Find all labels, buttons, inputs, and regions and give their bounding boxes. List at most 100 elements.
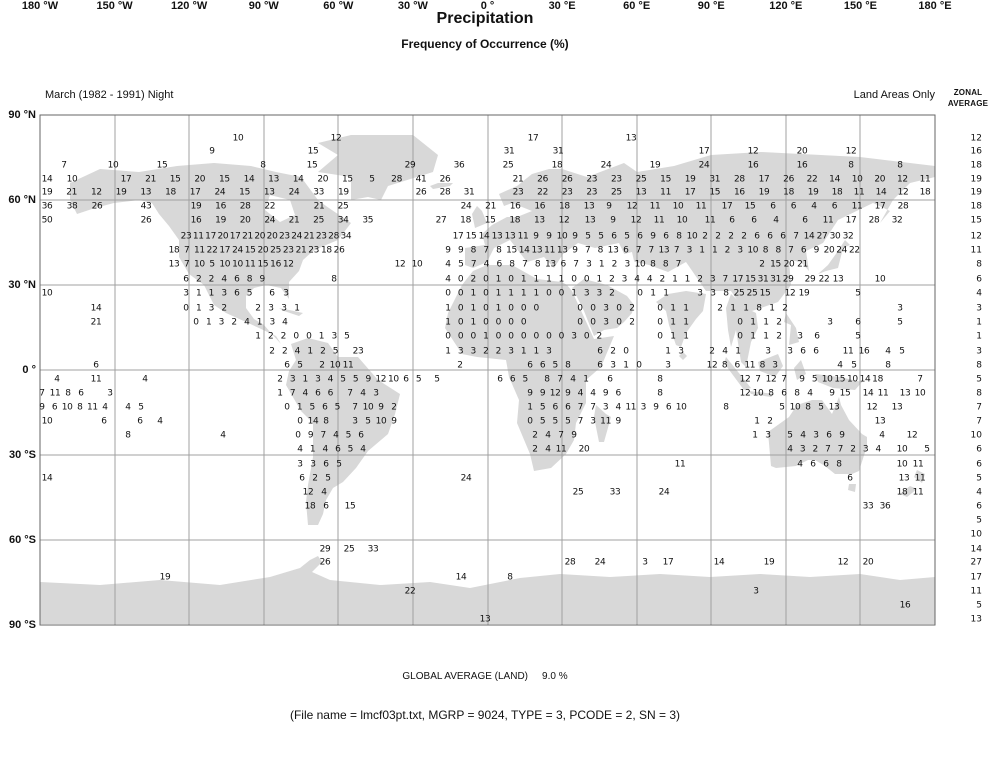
grid-value: 21 xyxy=(295,245,307,256)
zonal-average-value: 5 xyxy=(976,374,982,385)
grid-value: 1 xyxy=(670,317,676,328)
grid-value: 9 xyxy=(615,416,621,427)
grid-value: 25 xyxy=(746,288,758,299)
grid-value: 9 xyxy=(533,231,539,242)
grid-value: 6 xyxy=(767,231,773,242)
grid-value: 0 xyxy=(293,331,299,342)
grid-value: 2 xyxy=(629,317,635,328)
grid-value: 11 xyxy=(704,215,716,226)
lon-tick-label: 30 °W xyxy=(397,0,428,12)
grid-value: 5 xyxy=(552,416,558,427)
grid-value: 24 xyxy=(658,487,670,498)
grid-value: 2 xyxy=(391,402,397,413)
grid-value: 4 xyxy=(297,444,303,455)
grid-value: 1 xyxy=(508,288,514,299)
grid-value: 8 xyxy=(756,303,762,314)
grid-value: 3 xyxy=(586,259,592,270)
grid-value: 0 xyxy=(558,331,565,342)
grid-value: 5 xyxy=(552,360,558,371)
grid-value: 2 xyxy=(277,374,283,385)
grid-value: 9 xyxy=(829,388,835,399)
grid-value: 6 xyxy=(810,459,816,470)
eurasia-landmass xyxy=(465,152,935,313)
grid-value: 21 xyxy=(512,174,524,185)
grid-value: 12 xyxy=(549,388,561,399)
grid-value: 8 xyxy=(848,160,854,171)
grid-value: 10 xyxy=(219,259,231,270)
grid-value: 8 xyxy=(597,245,604,256)
grid-value: 3 xyxy=(315,374,321,385)
zonal-average-value: 5 xyxy=(976,600,982,611)
grid-value: 4 xyxy=(646,274,653,285)
grid-value: 8 xyxy=(805,402,811,413)
grid-value: 24 xyxy=(288,187,300,198)
grid-value: 10 xyxy=(41,288,53,299)
grid-value: 6 xyxy=(734,360,740,371)
grid-value: 3 xyxy=(218,317,225,328)
grid-value: 3 xyxy=(665,360,671,371)
grid-value: 20 xyxy=(317,174,329,185)
grid-value: 31 xyxy=(757,274,769,285)
grid-value: 7 xyxy=(837,444,844,455)
grid-value: 17 xyxy=(758,174,770,185)
cuba-island xyxy=(279,308,303,316)
grid-value: 25 xyxy=(343,544,355,555)
grid-value: 33 xyxy=(609,487,621,498)
grid-value: 0 xyxy=(590,317,596,328)
grid-value: 11 xyxy=(544,245,556,256)
grid-value: 8 xyxy=(836,459,842,470)
grid-value: 2 xyxy=(728,231,734,242)
lon-tick-label: 0 ° xyxy=(480,0,495,12)
grid-value: 0 xyxy=(508,317,514,328)
grid-value: 13 xyxy=(625,133,637,144)
grid-value: 20 xyxy=(194,174,206,185)
grid-value: 15 xyxy=(465,231,477,242)
grid-value: 6 xyxy=(322,402,328,413)
sumatra-island xyxy=(724,357,751,390)
grid-value: 1 xyxy=(318,331,325,342)
grid-value: 4 xyxy=(787,444,793,455)
grid-value: 22 xyxy=(206,245,218,256)
grid-value: 11 xyxy=(744,360,756,371)
grid-value: 10 xyxy=(232,133,244,144)
grid-value: 1 xyxy=(533,346,539,357)
grid-value: 2 xyxy=(717,303,723,314)
grid-value: 2 xyxy=(776,317,782,328)
grid-value: 6 xyxy=(552,402,558,413)
grid-value: 8 xyxy=(723,402,729,413)
grid-value: 8 xyxy=(721,360,728,371)
grid-value: 34 xyxy=(340,231,352,242)
zonal-average-value: 5 xyxy=(976,473,982,484)
java-island xyxy=(749,391,774,397)
period-label: March (1982 - 1991) Night xyxy=(45,89,174,101)
grid-value: 24 xyxy=(291,231,303,242)
grid-value: 15 xyxy=(239,187,251,198)
lon-tick-label: 120 °W xyxy=(171,0,208,12)
grid-value: 28 xyxy=(391,174,403,185)
grid-value: 17 xyxy=(721,201,733,212)
grid-value: 7 xyxy=(352,402,358,413)
grid-value: 20 xyxy=(874,174,886,185)
grid-value: 15 xyxy=(709,187,721,198)
grid-value: 8 xyxy=(775,245,781,256)
grid-value: 8 xyxy=(885,360,891,371)
grid-value: 25 xyxy=(337,201,349,212)
grid-value: 8 xyxy=(723,288,729,299)
grid-value: 24 xyxy=(460,201,472,212)
grid-value: 43 xyxy=(140,201,152,212)
grid-value: 4 xyxy=(577,388,584,399)
grid-value: 23 xyxy=(180,231,192,242)
grid-value: 10 xyxy=(329,360,341,371)
grid-value: 1 xyxy=(470,303,476,314)
grid-value: 9 xyxy=(307,430,314,441)
grid-value: 6 xyxy=(770,201,776,212)
grid-value: 11 xyxy=(822,215,834,226)
arabia-landmass xyxy=(572,279,634,336)
grid-value: 12 xyxy=(845,146,857,157)
grid-value: 5 xyxy=(458,259,464,270)
global-average-label: GLOBAL AVERAGE (LAND) xyxy=(402,671,529,682)
grid-value: 1 xyxy=(495,274,502,285)
zonal-average-header: ZONAL AVERAGE xyxy=(940,87,996,109)
grid-value: 15 xyxy=(169,174,181,185)
